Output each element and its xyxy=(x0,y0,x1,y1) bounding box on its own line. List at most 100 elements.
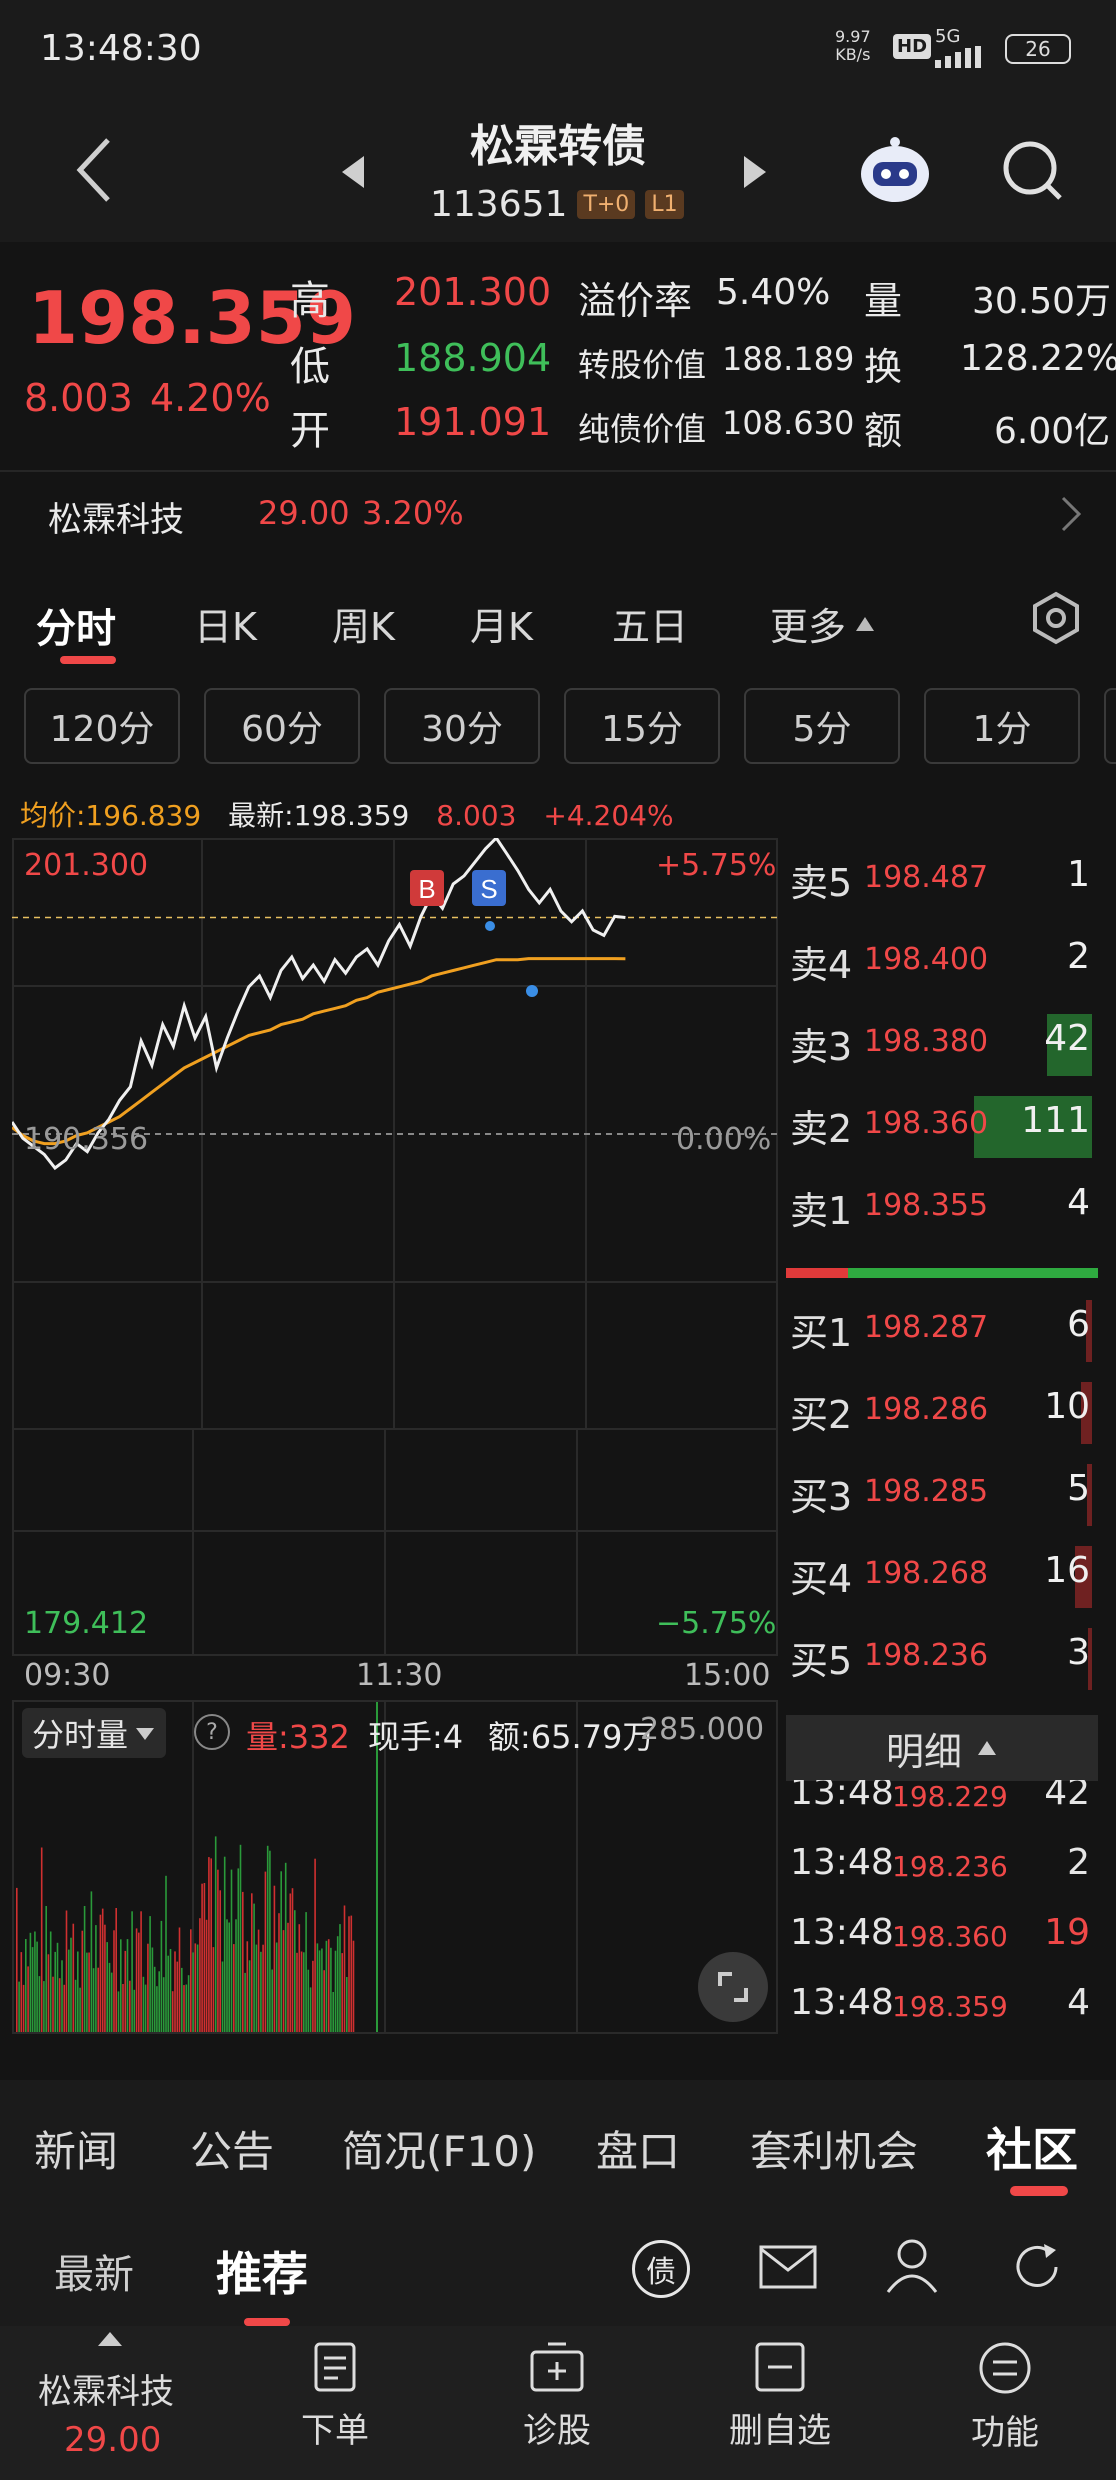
volume-bar xyxy=(300,1951,303,2032)
tab-intraday[interactable]: 分时 xyxy=(36,606,116,652)
mail-icon[interactable] xyxy=(758,2242,818,2292)
stock-shortcut[interactable]: 松霖科技 29.00 xyxy=(0,2326,220,2480)
period-5[interactable]: 5分 xyxy=(744,688,900,764)
volume-bar xyxy=(348,1916,350,2032)
svg-text:B: B xyxy=(418,874,435,904)
triangle-up-icon xyxy=(856,616,875,631)
orderbook-level: 买5 xyxy=(790,1639,853,1683)
volume-bar xyxy=(54,1951,56,2032)
period-60[interactable]: 60分 xyxy=(204,688,360,764)
volume-bar xyxy=(242,1891,244,2032)
detail-header[interactable]: 明细 xyxy=(786,1715,1098,1781)
orderbook-row[interactable]: 卖3 198.380 42 xyxy=(786,1002,1098,1084)
tab-announcements[interactable]: 公告 xyxy=(190,2127,275,2176)
orderbook-depth-bar xyxy=(974,1096,1092,1158)
tab-more[interactable]: 更多 xyxy=(770,596,876,651)
orderbook-row[interactable]: 卖1 198.355 4 xyxy=(786,1166,1098,1248)
volume-bar xyxy=(248,1960,251,2032)
volume-bar xyxy=(63,1984,66,2032)
tab-weekly-k[interactable]: 周K xyxy=(332,605,395,649)
volume-bar xyxy=(38,1976,41,2032)
volume-bar xyxy=(192,1952,194,2032)
buy-marker[interactable]: B xyxy=(410,870,444,906)
nav-diagnose[interactable]: 诊股 xyxy=(502,2340,612,2452)
net-speed: 9.97 KB/s xyxy=(835,28,871,64)
sell-marker[interactable]: S xyxy=(472,870,506,906)
volume-selector[interactable]: 分时量 xyxy=(22,1708,167,1758)
volume-bar xyxy=(138,1932,140,2032)
volume-bar xyxy=(325,1940,328,2032)
period-15[interactable]: 15分 xyxy=(564,688,720,764)
orderbook-row[interactable]: 买2 198.286 10 xyxy=(786,1370,1098,1452)
volume-bar xyxy=(350,1915,353,2032)
volume-bar xyxy=(74,1979,77,2032)
bond-icon[interactable]: 债 xyxy=(632,2240,690,2298)
volume-scale: 285.000 xyxy=(640,1712,765,1747)
avg-price-label: 均价:196.839 xyxy=(20,799,202,832)
tab-daily-k[interactable]: 日K xyxy=(194,605,257,649)
price-chart[interactable]: B S xyxy=(12,838,778,1430)
volume-bar xyxy=(106,1942,108,2032)
orderbook-row[interactable]: 买1 198.287 6 xyxy=(786,1288,1098,1370)
expand-icon[interactable] xyxy=(698,1952,768,2022)
feed-tab-recommended[interactable]: 推荐 xyxy=(216,2247,308,2301)
orderbook-row[interactable]: 卖2 198.360 111 xyxy=(786,1084,1098,1166)
pct-axis-mid: 0.00% xyxy=(676,1122,772,1157)
back-icon[interactable] xyxy=(70,130,120,210)
tab-order-panel[interactable]: 盘口 xyxy=(596,2127,681,2176)
orderbook-level: 买3 xyxy=(790,1475,853,1519)
orderbook-row[interactable]: 卖4 198.400 2 xyxy=(786,920,1098,1002)
volume-bar xyxy=(56,1942,59,2032)
period-120[interactable]: 120分 xyxy=(24,688,180,764)
prev-stock-icon[interactable] xyxy=(338,152,368,192)
user-icon[interactable] xyxy=(884,2236,940,2296)
volume-bar xyxy=(29,1932,32,2032)
volume-bar xyxy=(65,1910,68,2032)
network-type: 5G xyxy=(935,26,961,47)
tab-monthly-k[interactable]: 月K xyxy=(470,605,533,649)
nav-order[interactable]: 下单 xyxy=(280,2340,390,2452)
period-30[interactable]: 30分 xyxy=(384,688,540,764)
tab-profile-f10[interactable]: 简况(F10) xyxy=(342,2127,537,2176)
volume-bar xyxy=(253,1903,255,2032)
tab-five-day[interactable]: 五日 xyxy=(612,605,689,649)
search-icon[interactable] xyxy=(998,130,1068,210)
chart-change-pct: +4.204% xyxy=(543,799,674,832)
functions-icon xyxy=(979,2342,1031,2394)
orderbook-row[interactable]: 买3 198.285 5 xyxy=(786,1452,1098,1534)
pct-axis-bottom: −5.75% xyxy=(656,1606,777,1641)
next-stock-icon[interactable] xyxy=(740,152,770,192)
quote-panel: 198.359 8.003 4.20% 高 201.300 低 188.904 … xyxy=(0,242,1116,562)
volume-bar xyxy=(203,1883,206,2032)
pct-axis-top: +5.75% xyxy=(656,848,777,883)
tab-news[interactable]: 新闻 xyxy=(34,2127,119,2176)
feed-tab-latest[interactable]: 最新 xyxy=(54,2252,134,2298)
tab-arbitrage[interactable]: 套利机会 xyxy=(750,2127,919,2176)
underlying-stock-row[interactable]: 松霖科技 29.00 3.20% xyxy=(0,472,1116,556)
divider xyxy=(0,470,1116,472)
tab-community[interactable]: 社区 xyxy=(986,2123,1078,2177)
refresh-icon[interactable] xyxy=(1008,2238,1066,2296)
volume-bar xyxy=(323,1970,325,2032)
orderbook-row[interactable]: 买5 198.236 3 xyxy=(786,1616,1098,1698)
orderbook-row[interactable]: 卖5 198.487 1 xyxy=(786,838,1098,920)
underlying-price: 29.00 xyxy=(258,494,350,532)
volume-bar xyxy=(312,1960,314,2032)
triangle-up-icon xyxy=(978,1741,996,1755)
orderbook-row[interactable]: 买4 198.268 16 xyxy=(786,1534,1098,1616)
period-1[interactable]: 1分 xyxy=(924,688,1080,764)
orderbook-depth-bar xyxy=(1087,1464,1092,1526)
period-more[interactable] xyxy=(1104,688,1116,764)
order-book: 卖5 198.487 1 卖4 198.400 2 卖3 198.380 42 卖2 198.360… xyxy=(786,838,1098,1690)
help-icon[interactable]: ? xyxy=(194,1714,230,1750)
nav-remove-watchlist[interactable]: 删自选 xyxy=(712,2340,848,2452)
orderbook-depth-bar xyxy=(1075,1546,1092,1608)
volume-bar xyxy=(108,1962,111,2032)
settings-icon[interactable] xyxy=(1028,590,1084,646)
volume-bar xyxy=(131,1911,133,2032)
robot-assistant-icon[interactable] xyxy=(855,130,935,210)
volume-bar xyxy=(194,1943,197,2032)
nav-functions[interactable]: 功能 xyxy=(950,2340,1060,2454)
nav-order-label: 下单 xyxy=(301,2411,369,2451)
time-axis-end: 15:00 xyxy=(684,1658,771,1693)
